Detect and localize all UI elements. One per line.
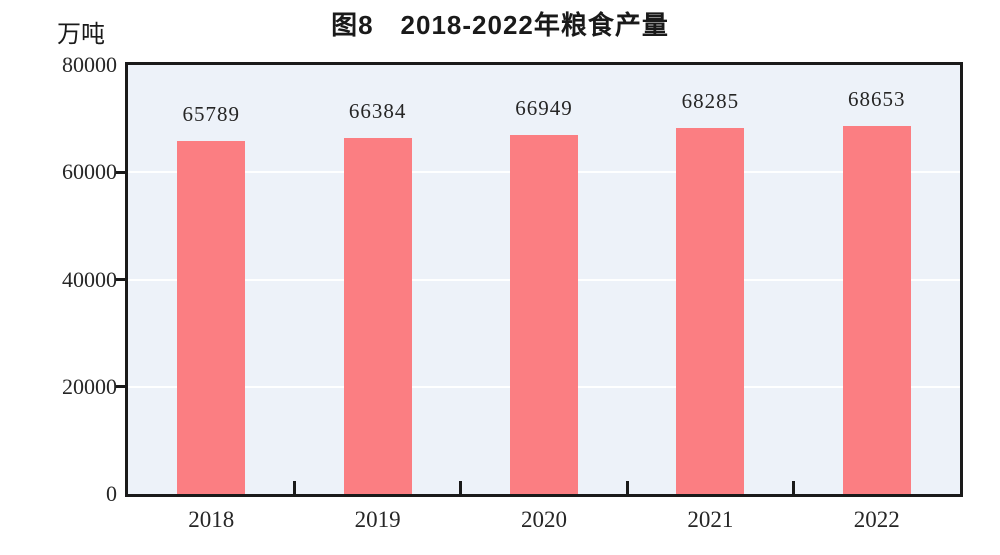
bar-2018 bbox=[177, 141, 246, 494]
bar-2022 bbox=[842, 125, 911, 494]
bar-value-label-2021: 68285 bbox=[681, 88, 740, 113]
x-tick-label-2018: 2018 bbox=[188, 507, 235, 532]
y-tick-label-60000: 60000 bbox=[62, 159, 117, 185]
y-tick-label-80000: 80000 bbox=[62, 52, 117, 77]
x-axis-tick bbox=[292, 481, 296, 494]
bar-2020 bbox=[510, 135, 578, 494]
y-tick-label-0: 0 bbox=[106, 481, 117, 506]
y-axis-tick bbox=[116, 170, 127, 174]
y-tick-label-40000: 40000 bbox=[62, 266, 117, 292]
bar-value-label-2022: 68653 bbox=[848, 86, 906, 111]
bar-2021 bbox=[676, 127, 745, 494]
plot-area: 65789 66384 66949 68285 68653 bbox=[125, 62, 963, 497]
y-tick-label-20000: 20000 bbox=[62, 373, 117, 399]
y-axis-tick bbox=[116, 278, 127, 281]
x-tick-label-2020: 2020 bbox=[521, 507, 567, 532]
chart-title: 图8 2018-2022年粮食产量 bbox=[331, 10, 669, 40]
x-axis-tick bbox=[459, 481, 463, 494]
x-axis-tick bbox=[625, 481, 629, 494]
bar-value-label-2019: 66384 bbox=[348, 99, 407, 124]
bar-2019 bbox=[343, 138, 412, 494]
x-axis-tick bbox=[792, 481, 796, 494]
x-tick-label-2021: 2021 bbox=[687, 507, 734, 532]
y-axis-tick bbox=[116, 385, 127, 389]
bar-value-label-2020: 66949 bbox=[515, 96, 573, 120]
x-tick-label-2022: 2022 bbox=[853, 507, 900, 532]
bar-value-label-2018: 65789 bbox=[182, 102, 240, 127]
x-tick-label-2019: 2019 bbox=[354, 507, 401, 532]
y-axis-unit-label: 万吨 bbox=[57, 22, 105, 48]
